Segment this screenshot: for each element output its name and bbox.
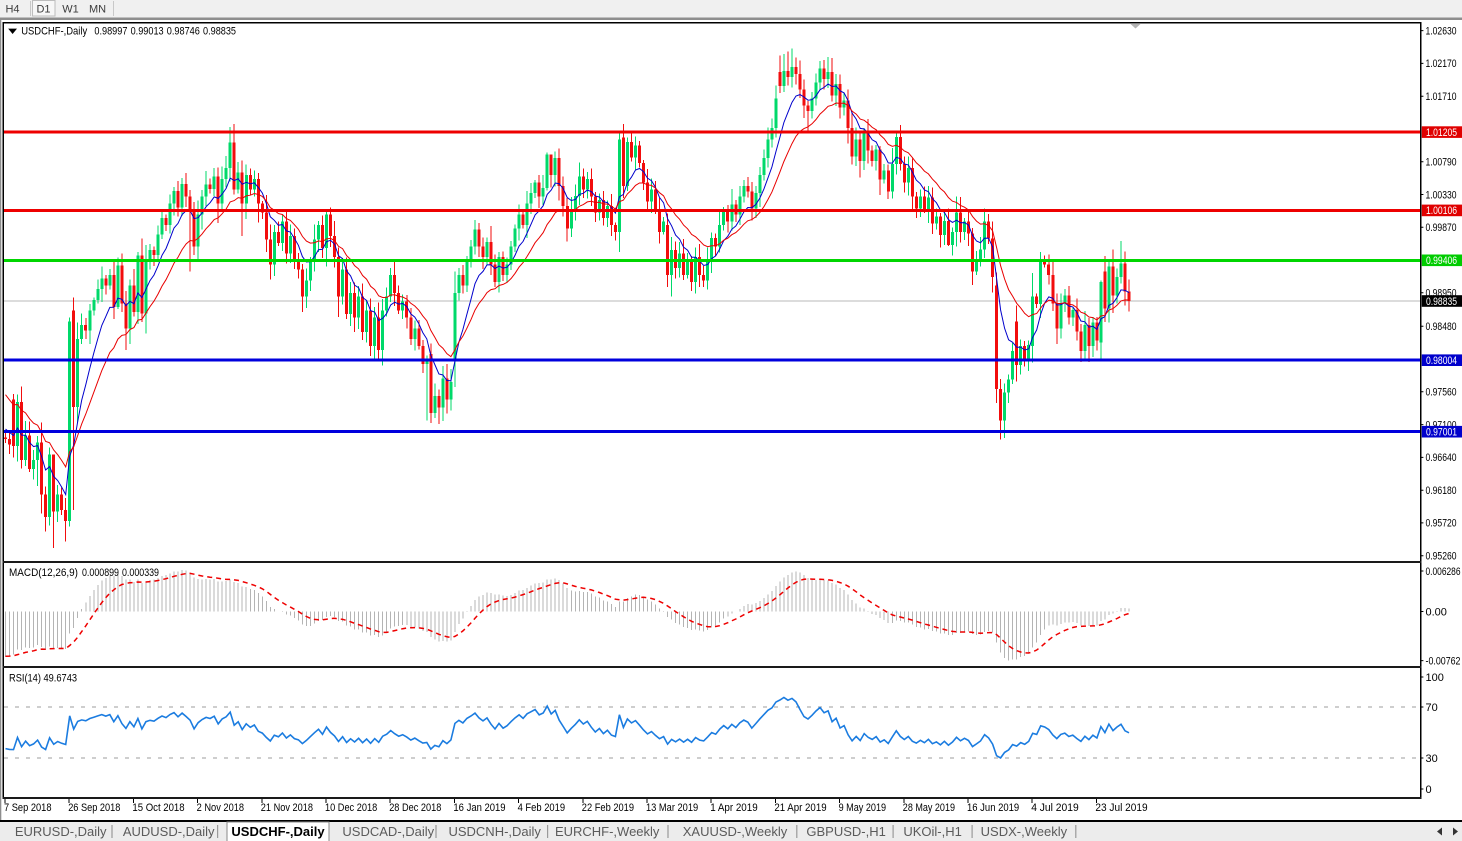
svg-text:0.98480: 0.98480: [1426, 321, 1457, 333]
svg-text:22 Feb 2019: 22 Feb 2019: [582, 802, 634, 814]
svg-text:USDX-,Weekly: USDX-,Weekly: [981, 824, 1068, 839]
svg-text:EURCHF-,Weekly: EURCHF-,Weekly: [555, 824, 660, 839]
svg-text:23 Jul 2019: 23 Jul 2019: [1095, 802, 1147, 814]
svg-text:0: 0: [1426, 784, 1432, 796]
svg-text:0.98997: 0.98997: [94, 25, 127, 37]
svg-text:10 Dec 2018: 10 Dec 2018: [325, 802, 377, 814]
svg-text:0.006286: 0.006286: [1426, 566, 1461, 578]
svg-text:0.000899: 0.000899: [82, 567, 119, 579]
svg-text:RSI(14) 49.6743: RSI(14) 49.6743: [9, 673, 77, 685]
svg-text:21 Nov 2018: 21 Nov 2018: [261, 802, 313, 814]
svg-text:16 Jun 2019: 16 Jun 2019: [967, 802, 1019, 814]
svg-text:USDCHF-,Daily: USDCHF-,Daily: [21, 25, 87, 37]
svg-text:26 Sep 2018: 26 Sep 2018: [68, 802, 120, 814]
svg-text:0.98835: 0.98835: [1426, 296, 1457, 308]
svg-text:USDCHF-,Daily: USDCHF-,Daily: [231, 824, 325, 839]
svg-text:EURUSD-,Daily: EURUSD-,Daily: [15, 824, 107, 839]
svg-text:4 Jul 2019: 4 Jul 2019: [1031, 802, 1079, 814]
svg-text:0.95720: 0.95720: [1426, 518, 1457, 530]
svg-text:2 Nov 2018: 2 Nov 2018: [197, 802, 245, 814]
svg-text:0.99406: 0.99406: [1426, 255, 1457, 267]
svg-text:1.01205: 1.01205: [1426, 127, 1457, 139]
svg-text:MACD(12,26,9): MACD(12,26,9): [9, 567, 78, 579]
svg-text:100: 100: [1426, 672, 1444, 684]
svg-text:70: 70: [1426, 702, 1438, 714]
svg-text:9 May 2019: 9 May 2019: [839, 802, 887, 814]
svg-text:0.98746: 0.98746: [167, 25, 200, 37]
svg-text:13 Mar 2019: 13 Mar 2019: [646, 802, 698, 814]
svg-text:AUDUSD-,Daily: AUDUSD-,Daily: [123, 824, 215, 839]
svg-text:30: 30: [1426, 753, 1438, 765]
svg-text:1.02170: 1.02170: [1426, 58, 1457, 70]
svg-text:15 Oct 2018: 15 Oct 2018: [132, 802, 184, 814]
svg-text:1.00790: 1.00790: [1426, 157, 1457, 169]
svg-text:MN: MN: [89, 4, 106, 16]
svg-text:USDCAD-,Daily: USDCAD-,Daily: [342, 824, 434, 839]
svg-text:4 Feb 2019: 4 Feb 2019: [518, 802, 566, 814]
svg-text:0.000339: 0.000339: [122, 567, 159, 579]
svg-text:0.96640: 0.96640: [1426, 452, 1457, 464]
svg-text:0.97560: 0.97560: [1426, 387, 1457, 399]
svg-text:21 Apr 2019: 21 Apr 2019: [774, 802, 826, 814]
svg-text:0.99013: 0.99013: [131, 25, 164, 37]
svg-text:0.99870: 0.99870: [1426, 222, 1457, 234]
svg-text:0.95260: 0.95260: [1426, 551, 1457, 563]
svg-text:0.98835: 0.98835: [203, 25, 236, 37]
svg-text:0.00: 0.00: [1426, 606, 1447, 618]
svg-text:H4: H4: [5, 4, 19, 16]
svg-text:USDCNH-,Daily: USDCNH-,Daily: [448, 824, 541, 839]
svg-text:W1: W1: [62, 4, 79, 16]
svg-text:1.00106: 1.00106: [1426, 205, 1457, 217]
svg-text:1 Apr 2019: 1 Apr 2019: [710, 802, 758, 814]
svg-text:0.98004: 0.98004: [1426, 355, 1457, 367]
svg-text:28 May 2019: 28 May 2019: [903, 802, 955, 814]
svg-text:0.96180: 0.96180: [1426, 485, 1457, 497]
svg-text:GBPUSD-,H1: GBPUSD-,H1: [806, 824, 885, 839]
svg-text:-0.00762: -0.00762: [1426, 655, 1461, 667]
svg-text:7 Sep 2018: 7 Sep 2018: [4, 802, 52, 814]
svg-text:0.97001: 0.97001: [1426, 427, 1457, 439]
svg-text:16 Jan 2019: 16 Jan 2019: [453, 802, 505, 814]
svg-text:28 Dec 2018: 28 Dec 2018: [389, 802, 441, 814]
svg-text:1.01710: 1.01710: [1426, 91, 1457, 103]
svg-text:1.00330: 1.00330: [1426, 189, 1457, 201]
svg-text:XAUUSD-,Weekly: XAUUSD-,Weekly: [683, 824, 788, 839]
svg-text:D1: D1: [36, 4, 50, 16]
svg-text:UKOil-,H1: UKOil-,H1: [903, 824, 962, 839]
svg-text:1.02630: 1.02630: [1426, 25, 1457, 37]
